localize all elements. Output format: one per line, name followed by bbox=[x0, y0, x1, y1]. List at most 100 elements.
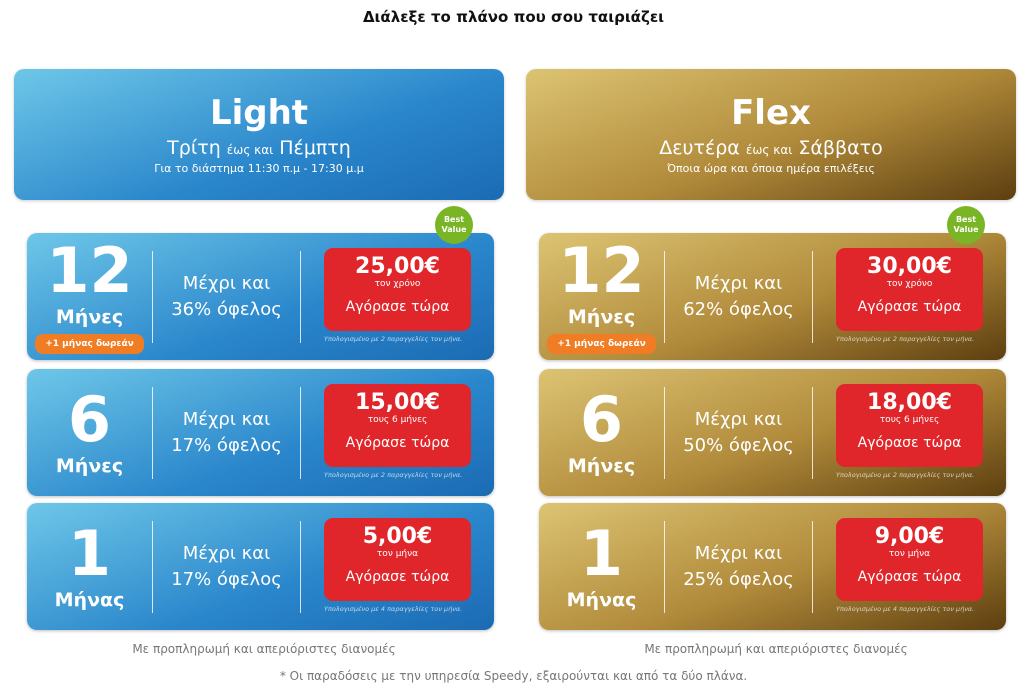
price: 25,00€ bbox=[355, 254, 440, 279]
benefit: Μέχρι και 17% όφελος bbox=[153, 503, 300, 630]
plan-hours: Όποια ώρα και όποια ημέρα επιλέξεις bbox=[667, 162, 875, 175]
plan-name: Light bbox=[209, 93, 309, 133]
duration-number: 12 bbox=[558, 233, 645, 307]
badge-text: Value bbox=[441, 225, 467, 234]
buy-button[interactable]: Αγόρασε τώρα bbox=[345, 299, 450, 315]
price-note: Υπολογισμένο με 4 παραγγελίες τον μήνα. bbox=[324, 605, 463, 613]
price-note: Υπολογισμένο με 2 παραγγελίες τον μήνα. bbox=[324, 471, 463, 479]
duration-unit: Μήνες bbox=[567, 305, 636, 328]
badge-text: Value bbox=[953, 225, 979, 234]
buy-button[interactable]: Αγόρασε τώρα bbox=[345, 569, 450, 585]
day-text: Πέμπτη bbox=[279, 137, 351, 159]
price-box: 30,00€ τον χρόνο Αγόρασε τώρα bbox=[836, 248, 983, 331]
benefit: Μέχρι και 36% όφελος bbox=[153, 233, 300, 360]
price-box: 25,00€ τον χρόνο Αγόρασε τώρα bbox=[324, 248, 471, 331]
price-box: 5,00€ τον μήνα Αγόρασε τώρα bbox=[324, 518, 471, 601]
duration: 1 Μήνας bbox=[27, 503, 152, 630]
divider bbox=[152, 387, 153, 479]
price-box: 18,00€ τους 6 μήνες Αγόρασε τώρα bbox=[836, 384, 983, 467]
duration-unit: Μήνες bbox=[55, 305, 124, 328]
price: 18,00€ bbox=[867, 390, 952, 415]
day-text: Τρίτη bbox=[167, 137, 221, 159]
divider bbox=[300, 387, 301, 479]
duration: 6 Μήνες bbox=[539, 369, 664, 496]
plan-footer: Με προπληρωμή και απεριόριστες διανομές bbox=[644, 642, 908, 656]
bonus-pill: +1 μήνας δωρεάν bbox=[35, 333, 144, 354]
price-note: Υπολογισμένο με 4 παραγγελίες τον μήνα. bbox=[836, 605, 975, 613]
benefit: Μέχρι και 17% όφελος bbox=[153, 369, 300, 496]
buy-button[interactable]: Αγόρασε τώρα bbox=[857, 299, 962, 315]
duration-unit: Μήνας bbox=[566, 588, 637, 611]
plan-header: Flex Δευτέρα έως και Σάββατο Όποια ώρα κα… bbox=[526, 69, 1016, 200]
benefit: Μέχρι και 62% όφελος bbox=[665, 233, 812, 360]
plan-footer: Με προπληρωμή και απεριόριστες διανομές bbox=[132, 642, 396, 656]
option-card: 6 Μήνες Μέχρι και 50% όφελος 18,00€ τους 6 μή… bbox=[539, 369, 1006, 496]
benefit-line: Μέχρι και bbox=[182, 542, 271, 564]
plan-days: Δευτέρα έως και Σάββατο bbox=[526, 137, 1016, 159]
duration: 1 Μήνας bbox=[539, 503, 664, 630]
best-value-badge: Best Value bbox=[435, 206, 473, 244]
badge-text: Best bbox=[443, 215, 465, 224]
benefit-line: Μέχρι και bbox=[694, 408, 783, 430]
price-period: τους 6 μήνες bbox=[367, 415, 428, 425]
duration-number: 1 bbox=[67, 516, 112, 590]
page-title: Διάλεξε το πλάνο που σου ταιριάζει bbox=[362, 8, 665, 26]
benefit-line: Μέχρι και bbox=[694, 542, 783, 564]
day-text: έως και bbox=[226, 143, 274, 157]
option-card: 1 Μήνας Μέχρι και 25% όφελος 9,00€ τον μήνα Αγ… bbox=[539, 503, 1006, 630]
duration-unit: Μήνες bbox=[567, 454, 636, 477]
plan-header: Light Τρίτη έως και Πέμπτη Για το διάστημ… bbox=[14, 69, 504, 200]
benefit-line: 25% όφελος bbox=[683, 568, 794, 590]
price-note: Υπολογισμένο με 2 παραγγελίες τον μήνα. bbox=[836, 335, 975, 343]
duration: 12 Μήνες +1 μήνας δωρεάν bbox=[539, 233, 664, 360]
badge-text: Best bbox=[955, 215, 977, 224]
benefit-line: 17% όφελος bbox=[171, 568, 282, 590]
duration-unit: Μήνες bbox=[55, 454, 124, 477]
plan-name: Flex bbox=[731, 93, 811, 133]
divider bbox=[152, 251, 153, 343]
benefit-line: 50% όφελος bbox=[683, 434, 794, 456]
option-card: 12 Μήνες +1 μήνας δωρεάν Μέχρι και 36% όφελο… bbox=[27, 206, 494, 360]
benefit-line: Μέχρι και bbox=[694, 272, 783, 294]
divider bbox=[300, 521, 301, 613]
benefit-line: Μέχρι και bbox=[182, 272, 271, 294]
benefit: Μέχρι και 50% όφελος bbox=[665, 369, 812, 496]
option-card: 12 Μήνες +1 μήνας δωρεάν Μέχρι και 62% όφελο… bbox=[539, 206, 1006, 360]
benefit-line: 17% όφελος bbox=[171, 434, 282, 456]
price: 15,00€ bbox=[355, 390, 440, 415]
footnote: * Οι παραδόσεις με την υπηρεσία Speedy, … bbox=[279, 669, 748, 683]
price-period: τον χρόνο bbox=[886, 279, 933, 289]
buy-button[interactable]: Αγόρασε τώρα bbox=[345, 435, 450, 451]
plan-days: Τρίτη έως και Πέμπτη bbox=[14, 137, 504, 159]
price-box: 15,00€ τους 6 μήνες Αγόρασε τώρα bbox=[324, 384, 471, 467]
plan-hours: Για το διάστημα 11:30 π.μ - 17:30 μ.μ bbox=[154, 162, 364, 175]
day-text: έως και bbox=[745, 143, 793, 157]
divider bbox=[812, 521, 813, 613]
divider bbox=[812, 387, 813, 479]
duration-number: 1 bbox=[579, 516, 624, 590]
best-value-badge: Best Value bbox=[947, 206, 985, 244]
day-text: Σάββατο bbox=[798, 137, 883, 159]
benefit-line: 62% όφελος bbox=[683, 298, 794, 320]
day-text: Δευτέρα bbox=[659, 137, 740, 159]
divider bbox=[664, 251, 665, 343]
option-card: 1 Μήνας Μέχρι και 17% όφελος 5,00€ τον μήνα Αγ… bbox=[27, 503, 494, 630]
price-note: Υπολογισμένο με 2 παραγγελίες τον μήνα. bbox=[836, 471, 975, 479]
duration: 12 Μήνες +1 μήνας δωρεάν bbox=[27, 233, 152, 360]
price: 9,00€ bbox=[874, 524, 945, 549]
price-note: Υπολογισμένο με 2 παραγγελίες τον μήνα. bbox=[324, 335, 463, 343]
buy-button[interactable]: Αγόρασε τώρα bbox=[857, 569, 962, 585]
duration-number: 6 bbox=[579, 382, 624, 456]
divider bbox=[664, 521, 665, 613]
divider bbox=[152, 521, 153, 613]
benefit-line: Μέχρι και bbox=[182, 408, 271, 430]
duration-number: 12 bbox=[46, 233, 133, 307]
buy-button[interactable]: Αγόρασε τώρα bbox=[857, 435, 962, 451]
divider bbox=[664, 387, 665, 479]
price-period: τους 6 μήνες bbox=[879, 415, 940, 425]
price: 30,00€ bbox=[867, 254, 952, 279]
duration-unit: Μήνας bbox=[54, 588, 125, 611]
divider bbox=[812, 251, 813, 343]
price: 5,00€ bbox=[362, 524, 433, 549]
